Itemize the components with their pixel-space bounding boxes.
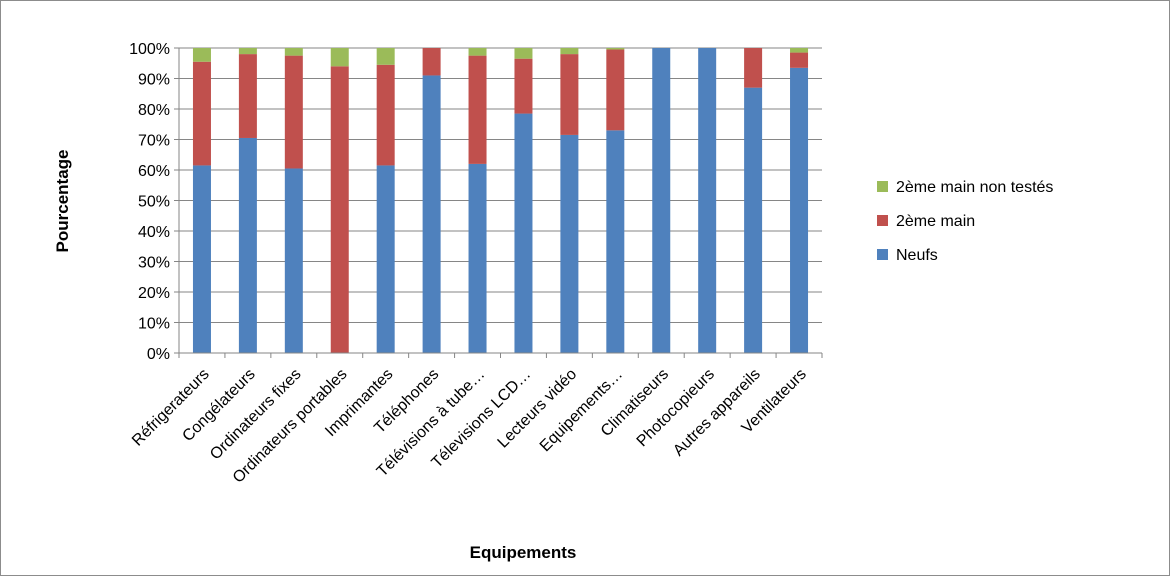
legend-label: 2ème main: [896, 213, 975, 230]
x-tick-label: Réfrigerateurs: [129, 366, 213, 450]
bar-segment: [284, 48, 303, 56]
bar-segment: [192, 61, 211, 166]
bar-segment: [192, 165, 211, 353]
gridlines: [179, 47, 822, 323]
bar-segment: [468, 163, 487, 353]
y-tick-label: 50%: [138, 194, 170, 211]
y-tick-labels: 0% 10% 20% 30% 40% 50% 60% 70% 80% 90% 100%: [129, 41, 170, 363]
y-tick-label: 30%: [138, 255, 170, 272]
bar-segment: [606, 130, 625, 353]
bar-segment: [744, 87, 763, 354]
bar-segment: [284, 168, 303, 353]
bar-segment: [698, 48, 717, 353]
y-tick-label: 90%: [138, 72, 170, 89]
bar-segment: [376, 165, 395, 353]
x-tick-label: Lecteurs vidéo: [495, 366, 581, 452]
bar-segment: [284, 55, 303, 169]
bar-segment: [606, 49, 625, 131]
bar-segment: [790, 48, 809, 53]
bar-segment: [376, 64, 395, 166]
legend-swatch: [877, 215, 888, 226]
axes: [174, 47, 823, 358]
bar-segment: [652, 48, 671, 353]
bar-segment: [514, 113, 533, 353]
y-tick-label: 100%: [129, 41, 170, 58]
y-axis-title: Pourcentage: [53, 150, 72, 253]
bar-segment: [468, 55, 487, 164]
legend-swatch: [877, 249, 888, 260]
legend: 2ème main non testés 2ème main Neufs: [877, 179, 1053, 264]
bar-segment: [422, 48, 441, 76]
bar-segment: [560, 48, 579, 55]
y-tick-label: 60%: [138, 163, 170, 180]
bar-segment: [560, 54, 579, 135]
bar-segment: [560, 134, 579, 353]
x-axis-title: Equipements: [470, 543, 577, 562]
bar-segment: [606, 48, 625, 50]
y-tick-label: 10%: [138, 316, 170, 333]
bar-segment: [744, 48, 763, 88]
bar-segment: [330, 66, 349, 354]
bar-segment: [330, 48, 349, 67]
y-tick-label: 80%: [138, 102, 170, 119]
bar-segment: [790, 67, 809, 353]
bar-segment: [514, 48, 533, 59]
bars: [192, 48, 809, 354]
y-tick-label: 40%: [138, 224, 170, 241]
x-tick-label: Equipements…: [537, 366, 626, 455]
legend-swatch: [877, 181, 888, 192]
legend-label: 2ème main non testés: [896, 179, 1053, 196]
bar-segment: [790, 52, 809, 68]
bar-segment: [468, 48, 487, 56]
bar-segment: [238, 54, 257, 138]
bar-segment: [238, 48, 257, 55]
y-tick-label: 70%: [138, 133, 170, 150]
bar-segment: [376, 48, 395, 65]
bar-segment: [514, 58, 533, 114]
bar-segment: [422, 75, 441, 353]
legend-label: Neufs: [896, 247, 938, 264]
y-tick-label: 0%: [147, 346, 170, 363]
y-tick-label: 20%: [138, 285, 170, 302]
bar-segment: [192, 48, 211, 62]
bar-segment: [238, 137, 257, 353]
